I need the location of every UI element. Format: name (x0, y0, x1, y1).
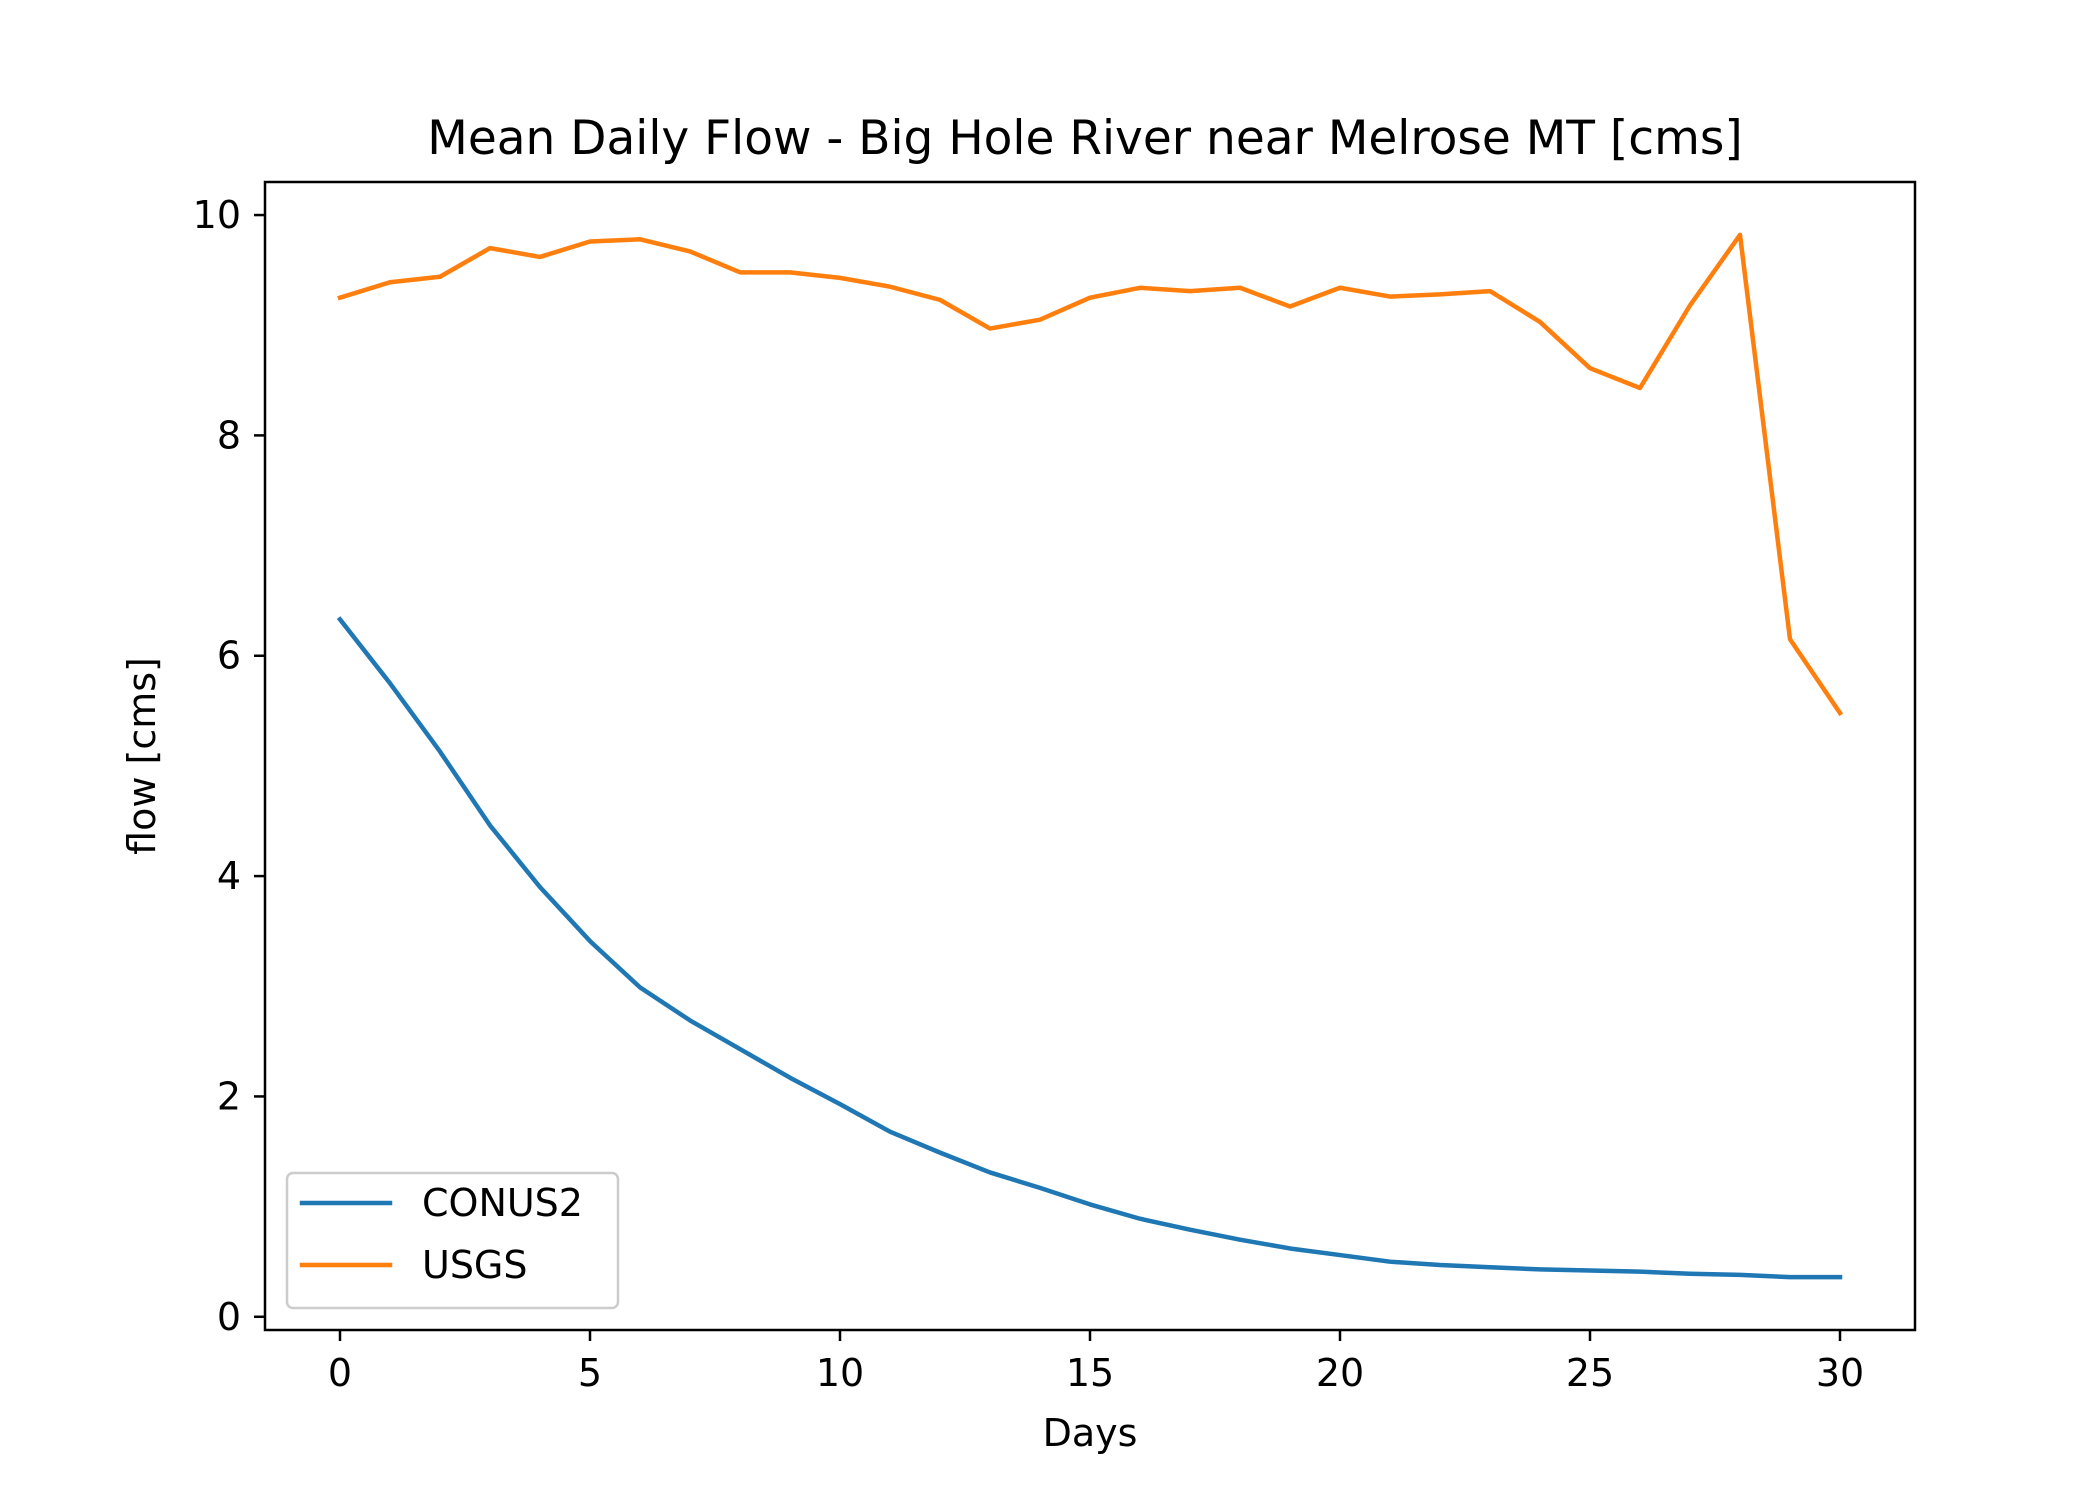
series-line-usgs (337, 232, 1844, 717)
legend-label-conus2: CONUS2 (422, 1181, 583, 1225)
x-tick-label: 25 (1566, 1351, 1614, 1395)
x-tick-label: 0 (328, 1351, 352, 1395)
series-layer (336, 232, 1844, 1280)
x-axis-label: Days (1043, 1411, 1138, 1455)
y-tick-label: 8 (217, 413, 241, 457)
plot-frame (263, 180, 1917, 1332)
x-axis: 0 5 10 15 20 25 30 (328, 1330, 1864, 1395)
y-tick-label: 10 (193, 193, 241, 237)
x-tick-label: 5 (578, 1351, 602, 1395)
legend-label-usgs: USGS (422, 1243, 528, 1287)
x-tick-label: 30 (1816, 1351, 1864, 1395)
y-tick-label: 6 (217, 634, 241, 678)
plot-area (263, 180, 1917, 1332)
series-line-conus2 (336, 616, 1843, 1280)
y-axis: 0 2 4 6 8 10 (193, 193, 265, 1339)
y-tick-label: 2 (217, 1074, 241, 1118)
y-axis-label: flow [cms] (120, 657, 164, 855)
x-tick-label: 15 (1066, 1351, 1114, 1395)
legend: CONUS2 USGS (285, 1171, 620, 1310)
legend-box (285, 1171, 620, 1310)
chart-title: Mean Daily Flow - Big Hole River near Me… (427, 111, 1742, 166)
legend-items: CONUS2 USGS (299, 1181, 583, 1287)
y-tick-label: 4 (217, 854, 241, 898)
x-tick-label: 10 (816, 1351, 864, 1395)
y-tick-label: 0 (217, 1295, 241, 1339)
x-tick-label: 20 (1316, 1351, 1364, 1395)
